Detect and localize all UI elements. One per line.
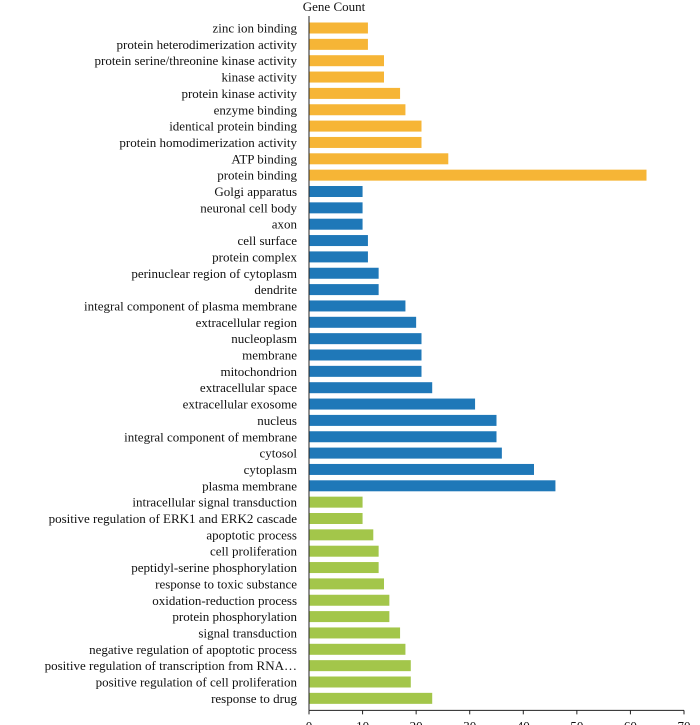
category-label: protein kinase activity: [181, 86, 297, 101]
x-axis-title: Gene Count: [303, 0, 366, 14]
bar-intracellular-signal-transduction: [309, 496, 363, 508]
category-label: protein binding: [217, 168, 297, 183]
bar-response-to-drug: [309, 692, 433, 704]
category-label: zinc ion binding: [213, 21, 298, 36]
category-label: negative regulation of apoptotic process: [89, 642, 297, 657]
category-label: extracellular region: [196, 315, 298, 330]
bar-identical-protein-binding: [309, 120, 422, 132]
category-label: cytosol: [259, 446, 297, 461]
bar-response-to-toxic-substance: [309, 578, 384, 590]
bar-positive-regulation-of-cell-proliferation: [309, 676, 411, 688]
x-tick-label: 30: [463, 718, 476, 725]
bar-positive-regulation-of-transcription-from-rna: [309, 660, 411, 672]
category-label: signal transduction: [198, 625, 297, 640]
bar-kinase-activity: [309, 71, 384, 83]
bar-integral-component-of-plasma-membrane: [309, 300, 406, 312]
category-label: positive regulation of transcription fro…: [45, 658, 297, 673]
bar-protein-binding: [309, 169, 647, 181]
bar-extracellular-region: [309, 316, 417, 328]
x-tick-label: 0: [306, 718, 313, 725]
category-label: protein phosphorylation: [172, 609, 297, 624]
bar-protein-heterodimerization-activity: [309, 38, 368, 50]
bar-extracellular-space: [309, 382, 433, 394]
category-label: perinuclear region of cytoplasm: [131, 266, 297, 281]
category-label: intracellular signal transduction: [132, 495, 297, 510]
category-label: mitochondrion: [220, 364, 297, 379]
category-label: integral component of membrane: [124, 429, 297, 444]
bar-cytoplasm: [309, 463, 534, 475]
bar-cytosol: [309, 447, 502, 459]
category-label: positive regulation of cell proliferatio…: [96, 675, 298, 690]
category-label: nucleus: [257, 413, 297, 428]
bar-protein-kinase-activity: [309, 87, 401, 99]
bar-signal-transduction: [309, 627, 401, 639]
x-tick-label: 50: [570, 718, 583, 725]
bar-protein-homodimerization-activity: [309, 136, 422, 148]
bar-zinc-ion-binding: [309, 22, 368, 34]
x-tick-label: 40: [517, 718, 530, 725]
bar-peptidyl-serine-phosphorylation: [309, 562, 379, 574]
category-label: plasma membrane: [202, 478, 297, 493]
bar-cell-surface: [309, 235, 368, 247]
category-label: protein complex: [212, 249, 297, 264]
category-label: protein homodimerization activity: [119, 135, 297, 150]
bar-nucleus: [309, 414, 497, 426]
bar-atp-binding: [309, 153, 449, 165]
bar-axon: [309, 218, 363, 230]
bar-negative-regulation-of-apoptotic-process: [309, 643, 406, 655]
category-label: protein heterodimerization activity: [117, 37, 298, 52]
category-label: identical protein binding: [169, 119, 297, 134]
category-label: response to toxic substance: [155, 576, 297, 591]
category-label: apoptotic process: [206, 527, 297, 542]
category-label: extracellular space: [200, 380, 297, 395]
x-tick-label: 10: [356, 718, 369, 725]
bar-nucleoplasm: [309, 333, 422, 345]
category-label: response to drug: [211, 691, 297, 706]
category-label: neuronal cell body: [200, 200, 297, 215]
x-tick-label: 60: [624, 718, 637, 725]
category-label: kinase activity: [222, 70, 298, 85]
bar-golgi-apparatus: [309, 186, 363, 197]
x-tick-label: 20: [410, 718, 423, 725]
category-label: membrane: [242, 348, 297, 363]
bar-apoptotic-process: [309, 529, 374, 541]
category-label: cell surface: [237, 233, 297, 248]
bar-protein-serine-threonine-kinase-activity: [309, 55, 384, 67]
category-label: peptidyl-serine phosphorylation: [131, 560, 297, 575]
bar-protein-phosphorylation: [309, 611, 390, 623]
bar-enzyme-binding: [309, 104, 406, 116]
bar-dendrite: [309, 284, 379, 296]
bar-protein-complex: [309, 251, 368, 263]
category-label: cytoplasm: [244, 462, 297, 477]
category-label: ATP binding: [231, 151, 297, 166]
bar-integral-component-of-membrane: [309, 431, 497, 443]
bar-positive-regulation-of-erk1-and-erk2-cascade: [309, 513, 363, 524]
bar-oxidation-reduction-process: [309, 594, 390, 606]
bar-extracellular-exosome: [309, 398, 476, 410]
category-label: enzyme binding: [214, 102, 298, 117]
category-label: dendrite: [254, 282, 297, 297]
bar-perinuclear-region-of-cytoplasm: [309, 267, 379, 279]
bar-neuronal-cell-body: [309, 202, 363, 214]
category-label: oxidation-reduction process: [152, 593, 297, 608]
bar-membrane: [309, 349, 422, 361]
category-label: protein serine/threonine kinase activity: [94, 53, 297, 68]
category-label: axon: [272, 217, 298, 232]
category-label: cell proliferation: [210, 544, 297, 559]
category-label: Golgi apparatus: [214, 184, 297, 199]
bar-plasma-membrane: [309, 480, 556, 492]
category-label: integral component of plasma membrane: [84, 298, 297, 313]
category-label: extracellular exosome: [183, 397, 298, 412]
x-axis-ticks: 0 10 20 30 40 50 60 70: [306, 710, 691, 725]
category-label: positive regulation of ERK1 and ERK2 cas…: [49, 511, 298, 526]
x-tick-label: 70: [678, 718, 691, 725]
bar-mitochondrion: [309, 365, 422, 377]
category-label: nucleoplasm: [231, 331, 297, 346]
bars-layer: [309, 22, 647, 704]
bar-cell-proliferation: [309, 545, 379, 557]
